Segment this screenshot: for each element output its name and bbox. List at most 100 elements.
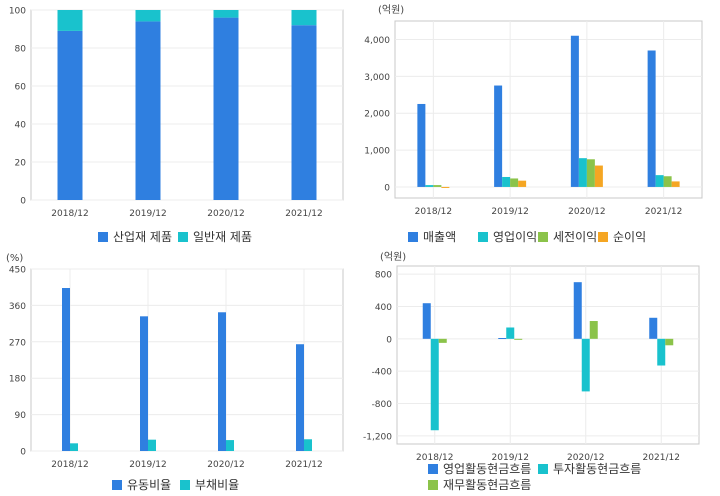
y-tick-label: 80	[15, 45, 27, 55]
income-chart-panel: 0 1,000 2,000 3,000 4,000 2018/12 2019/12 2020/…	[360, 0, 720, 248]
bar	[502, 176, 511, 187]
bar	[57, 10, 83, 31]
x-tick-label: 2020/12	[207, 460, 244, 470]
bar	[438, 338, 447, 343]
x-tick-label: 2021/12	[643, 453, 680, 463]
y-tick-label: 450	[9, 266, 26, 276]
y-tick-label: 400	[375, 303, 392, 313]
cashflow-chart: -1,200 -800 -400 0 400 800 2018/12 2019/12 2020/…	[363, 251, 700, 463]
plot-frame	[396, 265, 700, 445]
plot-frame	[394, 20, 703, 199]
legend-item: 영업이익	[478, 228, 537, 245]
unit-label: (%)	[6, 253, 23, 264]
bar	[135, 10, 161, 22]
legend-label: 순이익	[613, 230, 647, 244]
y-tick-label: -1,200	[363, 432, 392, 442]
y-tick-label: 2,000	[364, 110, 390, 120]
bar	[657, 338, 666, 366]
x-tick-label: 2019/12	[129, 209, 166, 219]
bar	[586, 159, 595, 187]
legend-item: 유동비율	[112, 476, 171, 493]
y-tick-label: 90	[15, 411, 27, 421]
bar	[148, 439, 156, 451]
y-tick-label: 100	[9, 7, 26, 17]
cashflow-chart-panel: -1,200 -800 -400 0 400 800 2018/12 2019/12 2020/…	[360, 248, 720, 496]
legend-item: 산업재 제품	[98, 228, 172, 245]
legend-label: 투자활동현금흐름	[553, 462, 642, 476]
y-tick-label: 0	[20, 197, 26, 207]
ratio-legend: 유동비율 부채비율	[0, 476, 360, 492]
y-tick-label: 3,000	[364, 73, 390, 83]
x-tick-label: 2020/12	[567, 453, 604, 463]
bar	[671, 181, 680, 187]
bar	[140, 316, 148, 451]
bar	[581, 338, 590, 392]
bar	[417, 103, 426, 187]
legend-label: 유동비율	[127, 478, 172, 492]
legend-item: 일반재 제품	[178, 228, 252, 245]
legend-label: 부채비율	[195, 478, 240, 492]
legend-label: 영업활동현금흐름	[443, 462, 532, 476]
bar	[573, 282, 582, 339]
y-tick-label: 180	[9, 375, 26, 385]
bar	[433, 185, 442, 187]
bar	[213, 10, 239, 18]
bar	[498, 338, 507, 340]
legend-swatch	[112, 480, 122, 490]
y-tick-label: 4,000	[364, 36, 390, 46]
y-tick-label: 360	[9, 302, 26, 312]
legend-swatch	[428, 480, 438, 490]
legend-label: 영업이익	[493, 230, 538, 244]
bar	[62, 288, 70, 451]
bar	[506, 327, 515, 339]
bar	[296, 344, 304, 451]
unit-label: (억원)	[380, 251, 406, 263]
bar	[578, 158, 587, 187]
legend-swatch	[428, 464, 438, 474]
bar	[594, 165, 603, 187]
bar	[218, 312, 226, 451]
bar	[655, 175, 664, 187]
bar	[226, 440, 234, 451]
y-tick-label: 270	[9, 338, 26, 348]
x-tick-label: 2020/12	[207, 209, 244, 219]
bar	[649, 317, 658, 339]
bar	[441, 186, 450, 188]
bar	[422, 303, 431, 339]
legend-item: 영업활동현금흐름	[428, 460, 531, 477]
bar	[647, 50, 656, 187]
y-tick-label: 60	[15, 83, 27, 93]
x-tick-label: 2018/12	[416, 453, 453, 463]
legend-swatch	[180, 480, 190, 490]
legend-item: 투자활동현금흐름	[538, 460, 641, 477]
legend-item: 매출액	[408, 228, 456, 245]
legend-swatch	[478, 232, 488, 242]
legend-swatch	[178, 232, 188, 242]
y-tick-label: 0	[20, 448, 26, 458]
product-mix-legend: 산업재 제품 일반재 제품	[0, 228, 360, 244]
x-tick-label: 2021/12	[285, 460, 322, 470]
x-tick-label: 2021/12	[645, 207, 682, 217]
income-chart: 0 1,000 2,000 3,000 4,000 2018/12 2019/12 2020/…	[364, 4, 703, 217]
legend-item: 세전이익	[538, 228, 597, 245]
bar	[510, 178, 519, 187]
bar	[514, 338, 523, 340]
legend-item: 재무활동현금흐름	[428, 476, 531, 493]
bar	[665, 338, 674, 346]
bar	[304, 439, 312, 451]
y-tick-label: 800	[375, 271, 392, 281]
y-tick-label: 0	[384, 183, 390, 193]
x-tick-label: 2019/12	[492, 453, 529, 463]
plot-frame	[30, 9, 344, 201]
x-tick-label: 2019/12	[129, 460, 166, 470]
x-tick-label: 2018/12	[51, 460, 88, 470]
income-legend: 매출액 영업이익 세전이익 순이익	[360, 228, 720, 244]
legend-label: 재무활동현금흐름	[443, 478, 532, 492]
bar	[570, 35, 579, 187]
legend-swatch	[98, 232, 108, 242]
bar	[213, 17, 239, 200]
y-tick-label: -400	[372, 368, 393, 378]
plot-frame	[30, 268, 344, 452]
product-mix-chart: 0 20 40 60 80 100 2018/12 2019/12 2020/12 2021/12	[9, 7, 344, 219]
